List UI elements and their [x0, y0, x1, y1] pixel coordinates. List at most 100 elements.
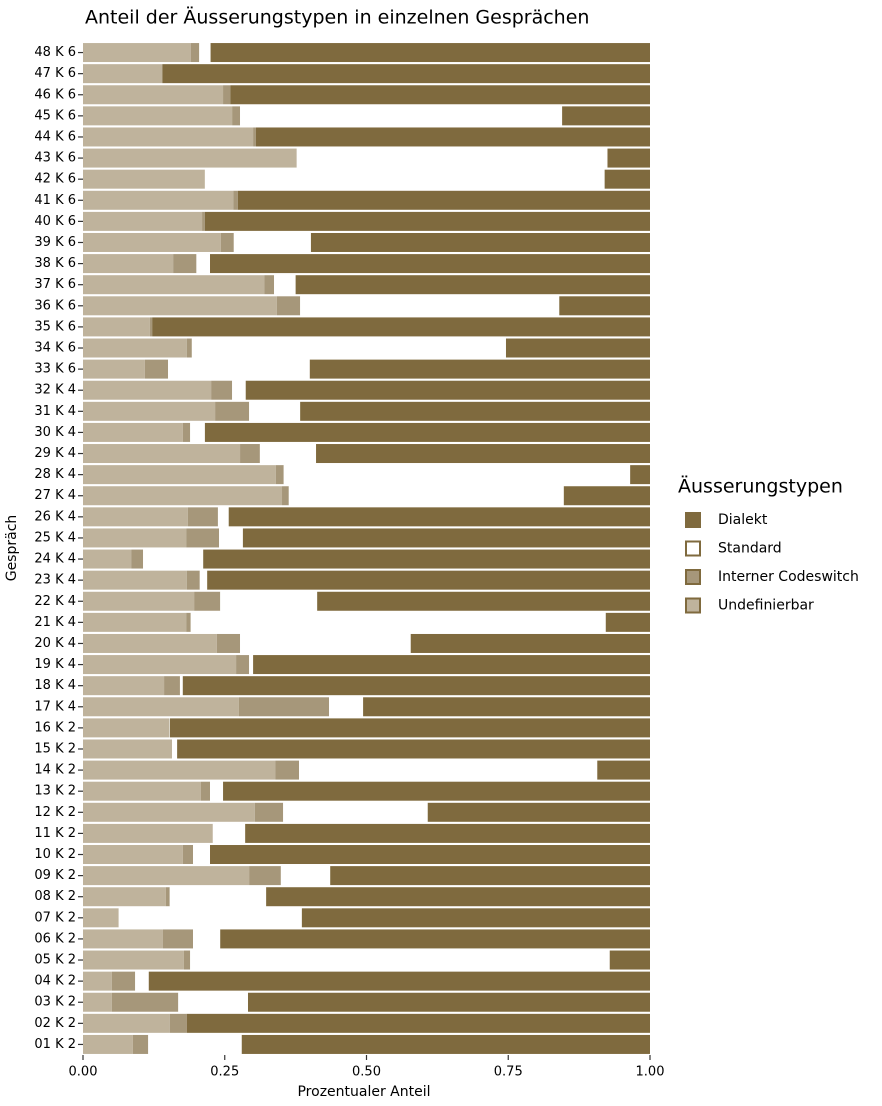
bar-segment	[288, 486, 564, 506]
bar-segment	[192, 845, 211, 865]
x-tick-label: 1.00	[636, 1065, 665, 1080]
bar-segment	[83, 444, 241, 464]
bar-segment	[300, 296, 560, 316]
y-tick-label: 32 K 4	[34, 383, 76, 398]
bar-segment	[255, 127, 650, 147]
y-tick-label: 21 K 4	[34, 615, 76, 630]
bar-segment	[177, 739, 650, 759]
bar-segment	[83, 802, 255, 822]
bar-segment	[505, 338, 650, 358]
bar-segment	[83, 823, 213, 843]
bar-segment	[83, 211, 203, 231]
bar-segment	[83, 486, 283, 506]
bar-segment	[245, 823, 651, 843]
bar-segment	[83, 528, 187, 548]
bar-segment	[210, 43, 650, 63]
bar-segment	[276, 296, 301, 316]
bar-segment	[199, 570, 208, 590]
bar-segment	[83, 718, 170, 738]
bar-segment	[190, 43, 200, 63]
bar-segment	[148, 1034, 242, 1054]
y-tick-label: 34 K 6	[34, 341, 76, 356]
bar-segment	[83, 190, 234, 210]
bar-segment	[164, 676, 180, 696]
bar-segment	[211, 380, 233, 400]
bar-segment	[240, 444, 260, 464]
bar-segment	[216, 633, 241, 653]
bar-segment	[182, 676, 651, 696]
bar-segment	[237, 190, 650, 210]
bar-segment	[83, 296, 277, 316]
y-tick-label: 35 K 6	[34, 319, 76, 334]
y-tick-label: 06 K 2	[34, 931, 76, 946]
bar-segment	[240, 106, 563, 126]
bar-segment	[309, 359, 650, 379]
y-tick-label: 33 K 6	[34, 362, 76, 377]
legend-label: Interner Codeswitch	[718, 569, 859, 585]
bar-segment	[83, 866, 250, 886]
bar-segment	[233, 232, 311, 252]
bar-segment	[83, 591, 195, 611]
bar-segment	[186, 1013, 651, 1033]
bar-segment	[245, 380, 650, 400]
y-tick-label: 15 K 2	[34, 741, 76, 756]
y-tick-label: 48 K 6	[34, 45, 76, 60]
bar-segment	[275, 465, 284, 485]
bar-segment	[236, 655, 250, 675]
y-tick-label: 20 K 4	[34, 636, 76, 651]
bar-segment	[83, 739, 173, 759]
legend-label: Standard	[718, 541, 782, 557]
bar-segment	[111, 992, 179, 1012]
bar-segment	[295, 275, 650, 295]
y-tick-label: 18 K 4	[34, 678, 76, 693]
bar-segment	[83, 507, 188, 527]
bar-segment	[186, 612, 191, 632]
bar-segment	[274, 275, 296, 295]
y-axis-title: Gespräch	[4, 515, 20, 582]
bar-segment	[83, 908, 119, 928]
bar-segment	[83, 929, 163, 949]
bar-segment	[194, 591, 221, 611]
y-tick-label: 43 K 6	[34, 151, 76, 166]
bar-segment	[186, 528, 220, 548]
y-tick-label: 45 K 6	[34, 108, 76, 123]
bar-segment	[317, 591, 650, 611]
bar-segment	[249, 655, 254, 675]
bar-segment	[83, 612, 187, 632]
bar-segment	[241, 1034, 650, 1054]
bar-segment	[83, 317, 150, 337]
bar-segment	[83, 760, 276, 780]
bar-segment	[83, 887, 166, 907]
legend-title: Äusserungstypen	[678, 475, 843, 498]
bar-segment	[191, 338, 506, 358]
bar-segment	[172, 739, 178, 759]
bar-segment	[83, 254, 174, 274]
bar-segment	[233, 190, 238, 210]
y-tick-label: 17 K 4	[34, 699, 76, 714]
bar-segment	[83, 64, 163, 84]
y-tick-label: 25 K 4	[34, 530, 76, 545]
y-tick-label: 09 K 2	[34, 868, 76, 883]
bar-segment	[254, 802, 284, 822]
y-tick-label: 29 K 4	[34, 446, 76, 461]
y-tick-label: 23 K 4	[34, 573, 76, 588]
bar-segment	[83, 697, 239, 717]
y-tick-label: 01 K 2	[34, 1037, 76, 1052]
bar-segment	[83, 422, 183, 442]
bar-segment	[118, 908, 302, 928]
bar-segment	[238, 697, 330, 717]
bar-segment	[240, 633, 411, 653]
bar-segment	[329, 697, 364, 717]
bar-segment	[173, 254, 197, 274]
bar-segment	[232, 380, 246, 400]
bar-segment	[264, 275, 275, 295]
bar-segment	[282, 486, 289, 506]
legend-swatch	[685, 597, 701, 614]
bar-segment	[111, 971, 136, 991]
y-tick-label: 39 K 6	[34, 235, 76, 250]
bar-segment	[169, 1013, 187, 1033]
bar-segment	[253, 655, 650, 675]
legend-swatch	[685, 540, 701, 557]
bar-segment	[562, 106, 650, 126]
